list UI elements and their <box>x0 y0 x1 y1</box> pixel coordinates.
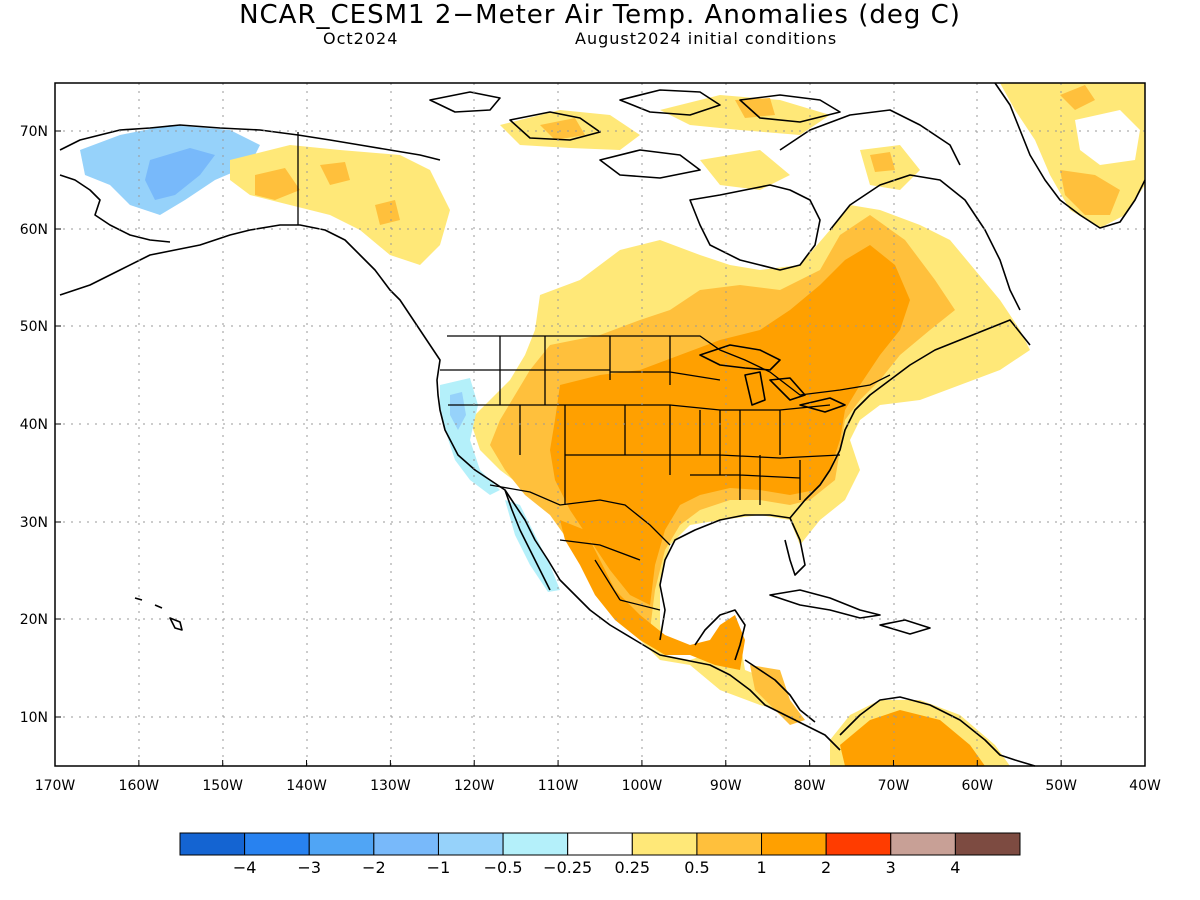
southamerica-warm-strong <box>840 710 985 766</box>
colorbar-label: 3 <box>886 858 896 877</box>
lon-label: 140W <box>286 778 327 794</box>
colorbar-label: 2 <box>821 858 831 877</box>
colorbar-swatch <box>502 832 569 856</box>
lon-label: 50W <box>1045 778 1077 794</box>
colorbar-label: −0.5 <box>484 858 523 877</box>
coast-baffin <box>779 109 961 166</box>
lon-label: 40W <box>1129 778 1161 794</box>
coast-east <box>789 319 1031 519</box>
colorbar-label: 1 <box>756 858 766 877</box>
political-borders <box>297 132 891 611</box>
coast-alaska-west <box>59 174 171 243</box>
greenland-warm-core <box>1060 85 1120 215</box>
lon-label: 110W <box>538 778 579 794</box>
lat-label: 70N <box>20 124 48 140</box>
coast-south-america <box>839 696 1036 767</box>
longitude-labels: 170W 160W 150W 140W 130W 120W 110W 100W 90W 80W 70… <box>35 760 1161 794</box>
colorbar-swatch <box>954 832 1021 856</box>
lon-label: 160W <box>119 778 160 794</box>
lon-label: 80W <box>794 778 826 794</box>
forecast-month: Oct2024 <box>323 29 399 48</box>
coast-labrador <box>829 174 1021 311</box>
colorbar-swatch <box>825 832 892 856</box>
lon-label: 70W <box>878 778 910 794</box>
lat-label: 40N <box>20 417 48 433</box>
graticule <box>55 83 1145 766</box>
border-us-mexico <box>489 484 671 546</box>
colorbar-swatch <box>696 832 763 856</box>
colorbar-swatch <box>631 832 698 856</box>
lat-label: 30N <box>20 515 48 531</box>
lon-label: 170W <box>35 778 76 794</box>
initial-conditions: August2024 initial conditions <box>575 29 838 48</box>
colorbar-swatch <box>373 832 439 856</box>
coast-alaska-north <box>59 124 441 161</box>
colorbar-label: −1 <box>427 858 451 877</box>
alaska-cold-core <box>145 148 215 200</box>
colorbar-label: −2 <box>362 858 386 877</box>
lon-label: 150W <box>202 778 243 794</box>
coast-arctic-islands <box>429 89 841 179</box>
border-canada-us <box>447 335 891 396</box>
colorbar-swatch <box>308 832 375 856</box>
lon-label: 100W <box>622 778 663 794</box>
colorbar-label: −4 <box>233 858 257 877</box>
coast-cuba <box>769 589 931 635</box>
centralamerica-warm <box>750 665 805 725</box>
coast-baja <box>504 489 551 591</box>
colorbar-swatch <box>179 832 246 856</box>
anomaly-shading <box>80 83 1145 766</box>
lat-label: 10N <box>20 710 48 726</box>
greenland-white-gap <box>1075 110 1140 165</box>
colorbar-swatch <box>761 832 827 856</box>
lon-label: 120W <box>454 778 495 794</box>
latitude-labels: 70N 60N 50N 40N 30N 20N 10N <box>20 124 61 726</box>
lon-label: 130W <box>370 778 411 794</box>
coast-alaska <box>59 224 841 751</box>
map-title: NCAR_CESM1 2−Meter Air Temp. Anomalies (… <box>239 0 961 30</box>
coast-hudson-bay <box>689 184 821 271</box>
colorbar-label: −0.25 <box>543 858 592 877</box>
lat-label: 60N <box>20 222 48 238</box>
coast-gulf <box>659 514 806 641</box>
mexico-warm-strong <box>560 520 745 670</box>
colorbar-swatch <box>244 832 310 856</box>
baja-cold-light <box>505 500 560 592</box>
coast-yucatan <box>694 609 746 661</box>
lat-label: 20N <box>20 612 48 628</box>
state-lines <box>440 336 841 505</box>
coast-greenland <box>994 82 1146 229</box>
colorbar: −4 −3 −2 −1 −0.5 −0.25 0.25 0.5 1 2 3 4 <box>179 832 1021 877</box>
lon-label: 60W <box>961 778 993 794</box>
coastlines <box>59 82 1146 767</box>
coast-central-america <box>744 659 816 723</box>
colorbar-label: 0.5 <box>684 858 709 877</box>
lat-label: 50N <box>20 319 48 335</box>
lon-label: 90W <box>710 778 742 794</box>
colorbar-swatch <box>567 832 633 856</box>
yukon-warm-core <box>255 162 400 225</box>
central-warm-strong <box>550 245 910 605</box>
colorbar-label: 0.25 <box>614 858 650 877</box>
colorbar-swatch <box>437 832 504 856</box>
colorbar-swatch <box>890 832 956 856</box>
colorbar-label: 4 <box>950 858 960 877</box>
coast-hawaii <box>134 597 183 631</box>
colorbar-label: −3 <box>297 858 321 877</box>
westcoast-cold-mid <box>450 392 466 430</box>
coast-great-lakes <box>699 344 846 413</box>
mexico-state-lines <box>559 539 661 611</box>
